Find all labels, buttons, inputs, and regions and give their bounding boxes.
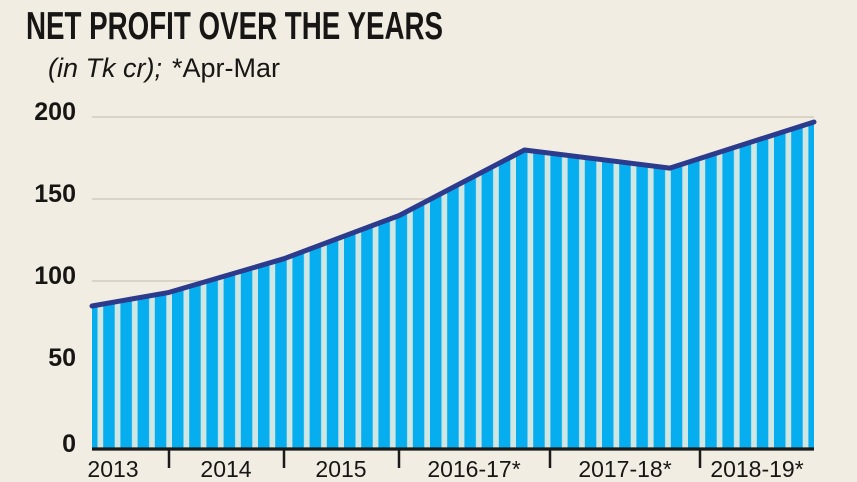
svg-text:2018-19*: 2018-19* — [710, 456, 803, 482]
svg-text:150: 150 — [34, 180, 76, 208]
svg-text:200: 200 — [34, 98, 76, 126]
svg-text:2017-18*: 2017-18* — [578, 456, 671, 482]
svg-text:2015: 2015 — [315, 456, 366, 482]
svg-text:(in Tk cr);: (in Tk cr); — [48, 53, 162, 83]
svg-text:50: 50 — [48, 344, 76, 372]
svg-text:100: 100 — [34, 262, 76, 290]
svg-text:2013: 2013 — [87, 456, 138, 482]
svg-text:NET PROFIT OVER THE YEARS: NET PROFIT OVER THE YEARS — [26, 5, 443, 48]
svg-text:2016-17*: 2016-17* — [427, 456, 520, 482]
svg-text:0: 0 — [62, 430, 76, 458]
svg-text:2014: 2014 — [200, 456, 251, 482]
svg-text:*Apr-Mar: *Apr-Mar — [172, 53, 280, 83]
